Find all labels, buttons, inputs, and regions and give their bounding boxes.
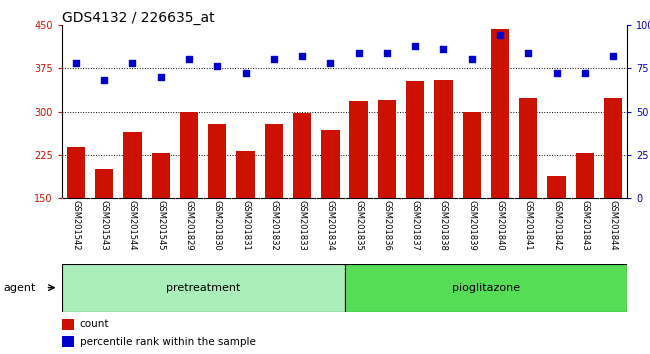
Point xyxy=(580,70,590,76)
Bar xyxy=(180,112,198,198)
Text: GDS4132 / 226635_at: GDS4132 / 226635_at xyxy=(62,11,214,25)
Text: agent: agent xyxy=(3,282,36,293)
Point xyxy=(240,70,251,76)
Point xyxy=(608,53,618,59)
Text: GSM201841: GSM201841 xyxy=(524,200,533,251)
Bar xyxy=(547,176,566,198)
Bar xyxy=(378,100,396,198)
Point xyxy=(495,32,505,38)
Text: GSM201843: GSM201843 xyxy=(580,200,590,251)
Point xyxy=(127,60,138,66)
Point xyxy=(410,43,421,48)
Bar xyxy=(406,81,424,198)
Bar xyxy=(519,98,538,198)
Bar xyxy=(293,113,311,198)
Point xyxy=(71,60,81,66)
Bar xyxy=(124,132,142,198)
Bar xyxy=(62,319,74,330)
Text: percentile rank within the sample: percentile rank within the sample xyxy=(80,337,255,347)
Text: GSM201542: GSM201542 xyxy=(72,200,81,251)
Point xyxy=(268,57,279,62)
Bar xyxy=(208,124,226,198)
Text: GSM201830: GSM201830 xyxy=(213,200,222,251)
Point xyxy=(99,78,109,83)
Bar xyxy=(62,264,345,312)
Text: GSM201829: GSM201829 xyxy=(185,200,194,251)
Bar xyxy=(350,101,368,198)
Text: GSM201831: GSM201831 xyxy=(241,200,250,251)
Text: GSM201836: GSM201836 xyxy=(382,200,391,251)
Bar xyxy=(321,130,339,198)
Text: GSM201837: GSM201837 xyxy=(411,200,420,251)
Text: GSM201842: GSM201842 xyxy=(552,200,561,251)
Text: GSM201839: GSM201839 xyxy=(467,200,476,251)
Text: GSM201543: GSM201543 xyxy=(99,200,109,251)
Text: GSM201838: GSM201838 xyxy=(439,200,448,251)
Text: GSM201833: GSM201833 xyxy=(298,200,307,251)
Text: count: count xyxy=(80,319,109,330)
Point xyxy=(354,50,364,55)
Text: GSM201544: GSM201544 xyxy=(128,200,137,251)
Text: GSM201834: GSM201834 xyxy=(326,200,335,251)
Text: GSM201545: GSM201545 xyxy=(156,200,165,251)
Point xyxy=(212,64,222,69)
Text: pretreatment: pretreatment xyxy=(166,282,240,293)
Text: GSM201844: GSM201844 xyxy=(608,200,618,251)
Text: GSM201832: GSM201832 xyxy=(269,200,278,251)
Bar xyxy=(67,147,85,198)
Bar xyxy=(237,151,255,198)
Bar xyxy=(463,112,481,198)
Bar xyxy=(62,336,74,347)
Point xyxy=(325,60,335,66)
Point xyxy=(155,74,166,80)
Bar xyxy=(95,169,113,198)
Point xyxy=(184,57,194,62)
Text: GSM201840: GSM201840 xyxy=(495,200,504,251)
Bar xyxy=(576,153,594,198)
Bar xyxy=(265,124,283,198)
Point xyxy=(551,70,562,76)
Point xyxy=(523,50,534,55)
Point xyxy=(438,46,448,52)
Bar xyxy=(491,29,509,198)
Bar xyxy=(604,98,622,198)
Bar xyxy=(434,80,452,198)
Point xyxy=(467,57,477,62)
Bar xyxy=(151,153,170,198)
Text: GSM201835: GSM201835 xyxy=(354,200,363,251)
Point xyxy=(297,53,307,59)
Bar xyxy=(344,264,627,312)
Text: pioglitazone: pioglitazone xyxy=(452,282,520,293)
Point xyxy=(382,50,392,55)
